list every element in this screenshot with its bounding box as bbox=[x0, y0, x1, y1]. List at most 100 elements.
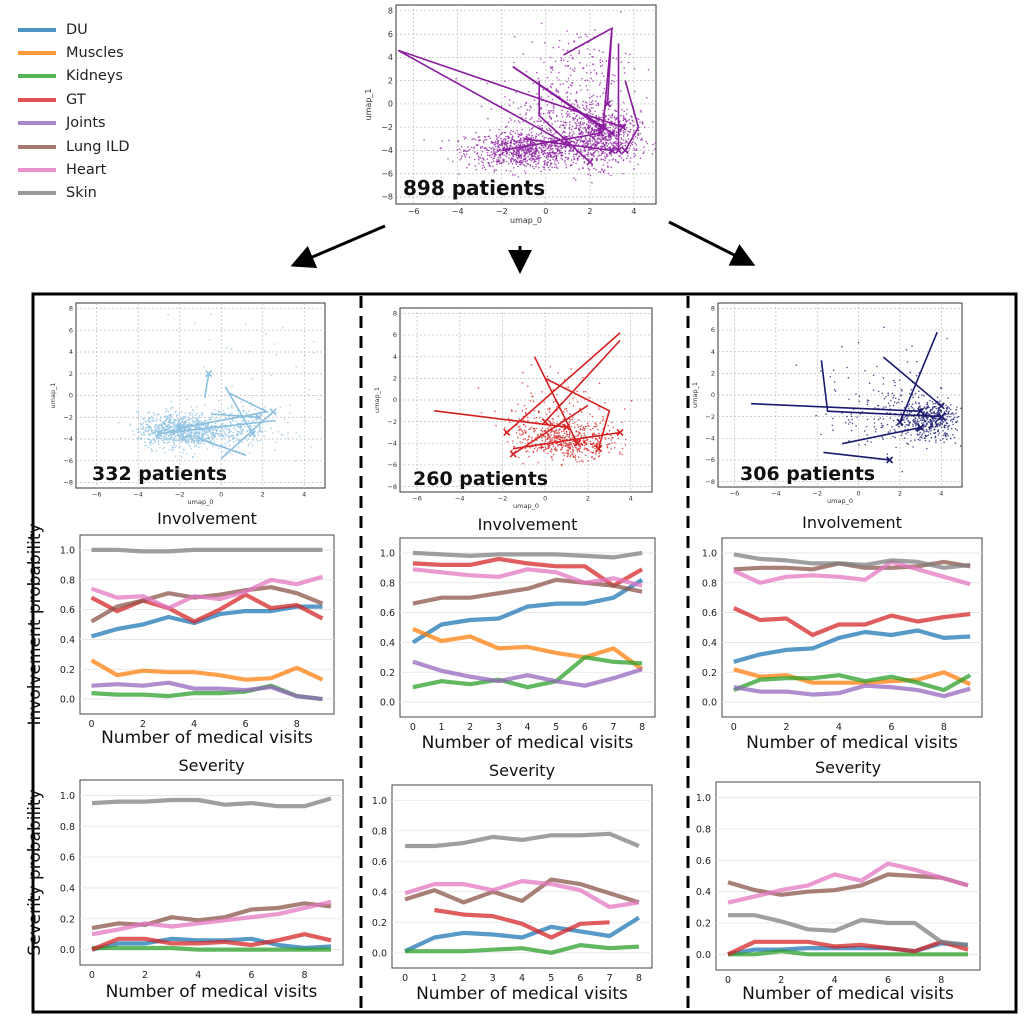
scatter-point bbox=[832, 429, 834, 431]
scatter-point bbox=[550, 109, 553, 112]
scatter-point bbox=[154, 441, 156, 443]
scatter-point bbox=[502, 141, 505, 143]
scatter-point bbox=[614, 74, 616, 77]
scatter-point bbox=[569, 99, 571, 102]
scatter-point bbox=[190, 406, 193, 408]
scatter-point bbox=[540, 432, 542, 435]
scatter-point bbox=[641, 122, 643, 124]
scatter-point bbox=[594, 29, 596, 31]
scatter-point bbox=[180, 456, 183, 458]
scatter-point bbox=[219, 424, 221, 427]
y-tick-label: −6 bbox=[705, 456, 715, 464]
scatter-point bbox=[952, 413, 955, 416]
scatter-point bbox=[205, 420, 208, 422]
scatter-point bbox=[214, 428, 216, 430]
scatter-point bbox=[918, 390, 920, 393]
scatter-point bbox=[550, 56, 552, 59]
scatter-point bbox=[529, 164, 532, 166]
scatter-point bbox=[905, 432, 907, 435]
scatter-point bbox=[592, 144, 594, 146]
x-tick-label: −2 bbox=[496, 207, 508, 216]
scatter-point bbox=[602, 158, 605, 161]
scatter-point bbox=[551, 98, 554, 101]
scatter-point bbox=[535, 135, 537, 138]
x-tick-label: 8 bbox=[941, 722, 947, 733]
scatter-point bbox=[540, 147, 542, 149]
scatter-point bbox=[558, 46, 560, 48]
scatter-point bbox=[560, 124, 562, 127]
scatter-point bbox=[558, 432, 561, 434]
scatter-point bbox=[552, 445, 555, 448]
scatter-point bbox=[528, 153, 531, 156]
scatter-point bbox=[607, 155, 609, 157]
scatter-point bbox=[630, 142, 633, 145]
scatter-point bbox=[901, 470, 904, 473]
scatter-point bbox=[193, 441, 195, 443]
scatter-point bbox=[210, 429, 212, 432]
scatter-point bbox=[252, 439, 255, 441]
y-tick-label: −2 bbox=[387, 418, 397, 426]
scatter-point bbox=[528, 147, 531, 149]
scatter-point bbox=[883, 326, 885, 329]
scatter-point bbox=[601, 116, 603, 118]
scatter-point bbox=[556, 432, 559, 435]
y-tick-label: −2 bbox=[381, 123, 393, 132]
trajectory-end-marker-icon bbox=[937, 413, 945, 421]
scatter-point bbox=[916, 430, 918, 433]
scatter-point bbox=[287, 421, 289, 424]
scatter-point bbox=[605, 144, 607, 146]
scatter-point bbox=[607, 127, 609, 129]
trajectory-line bbox=[506, 332, 621, 434]
scatter-point bbox=[555, 449, 557, 451]
scatter-point bbox=[463, 149, 465, 151]
scatter-point bbox=[229, 413, 231, 415]
scatter-point bbox=[614, 442, 616, 444]
patient-count-label: 332 patients bbox=[92, 463, 227, 485]
scatter-point bbox=[915, 429, 917, 432]
scatter-point bbox=[588, 158, 590, 160]
scatter-point bbox=[193, 426, 196, 428]
scatter-point bbox=[520, 138, 522, 140]
scatter-point bbox=[598, 408, 600, 410]
y-tick-label: 0.6 bbox=[380, 608, 395, 619]
scatter-point bbox=[213, 436, 215, 439]
scatter-point bbox=[917, 406, 920, 408]
scatter-point bbox=[473, 146, 475, 148]
scatter-point bbox=[912, 396, 914, 399]
scatter-point bbox=[634, 154, 637, 156]
scatter-point bbox=[571, 56, 573, 59]
scatter-point bbox=[463, 153, 465, 155]
scatter-point bbox=[620, 133, 622, 136]
scatter-point bbox=[140, 438, 142, 441]
trajectory-line bbox=[538, 80, 591, 163]
scatter-point bbox=[466, 166, 468, 169]
scatter-point bbox=[512, 101, 515, 104]
scatter-point bbox=[563, 145, 565, 148]
scatter-point bbox=[153, 413, 156, 416]
scatter-point bbox=[585, 123, 588, 125]
scatter-point bbox=[542, 449, 545, 451]
scatter-point bbox=[942, 429, 944, 432]
scatter-point bbox=[520, 150, 523, 152]
scatter-point bbox=[149, 434, 151, 437]
scatter-point bbox=[866, 403, 869, 406]
scatter-point bbox=[906, 411, 909, 414]
scatter-point bbox=[598, 437, 601, 440]
scatter-point bbox=[249, 350, 251, 353]
scatter-point bbox=[194, 422, 197, 425]
series-line-du bbox=[90, 604, 323, 639]
scatter-point bbox=[956, 406, 958, 408]
trajectory-end-marker-icon bbox=[917, 407, 925, 415]
scatter-point bbox=[281, 433, 284, 436]
scatter-point bbox=[512, 153, 515, 156]
scatter-point bbox=[560, 113, 563, 115]
x-tick-label: 4 bbox=[836, 722, 842, 733]
scatter-point bbox=[295, 366, 298, 368]
scatter-point bbox=[546, 128, 548, 130]
scatter-point bbox=[283, 418, 285, 420]
scatter-point bbox=[567, 157, 570, 160]
scatter-point bbox=[155, 450, 158, 452]
scatter-point bbox=[524, 147, 527, 150]
scatter-point bbox=[833, 381, 836, 383]
scatter-point bbox=[149, 441, 151, 443]
